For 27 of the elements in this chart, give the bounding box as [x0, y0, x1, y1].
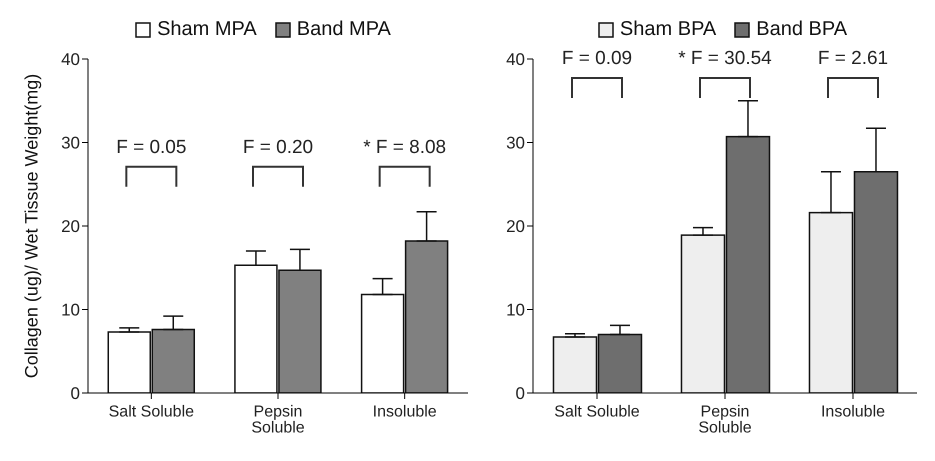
y-axis-title: Collagen (ug)/ Wet Tissue Weight(mg) [21, 74, 42, 378]
y-tick-label: 20 [61, 217, 80, 236]
y-tick-label: 10 [61, 300, 80, 320]
y-tick-label: 30 [61, 134, 80, 153]
x-tick-label: Insoluble [820, 403, 886, 420]
legend-label: Band BPA [756, 18, 848, 41]
annotation: * F = 8.08 [363, 136, 446, 158]
y-tick-label: 0 [70, 384, 80, 404]
y-tick-label: 0 [516, 384, 525, 404]
y-tick-label: 10 [506, 300, 525, 320]
legend-label: Band MPA [296, 18, 391, 41]
annotation: * F = 30.54 [678, 48, 772, 69]
x-tick-label: Salt Soluble [108, 403, 194, 420]
y-tick-label: 40 [61, 50, 80, 70]
x-tick-label: Pepsin Soluble [698, 403, 752, 436]
annotation: F = 0.20 [242, 136, 314, 158]
y-tick-label: 40 [506, 50, 525, 70]
legend-label: Sham MPA [157, 18, 257, 41]
x-tick-label: Pepsin Soluble [251, 403, 305, 436]
annotation: F = 0.05 [116, 136, 186, 158]
annotation: F = 2.61 [818, 48, 888, 69]
legend-label: Sham BPA [620, 18, 716, 41]
y-tick-label: 20 [506, 217, 525, 236]
x-tick-label: Insoluble [372, 403, 437, 420]
annotation: F = 0.09 [562, 48, 632, 69]
y-tick-label: 30 [506, 134, 525, 153]
x-tick-label: Salt Soluble [554, 403, 640, 420]
